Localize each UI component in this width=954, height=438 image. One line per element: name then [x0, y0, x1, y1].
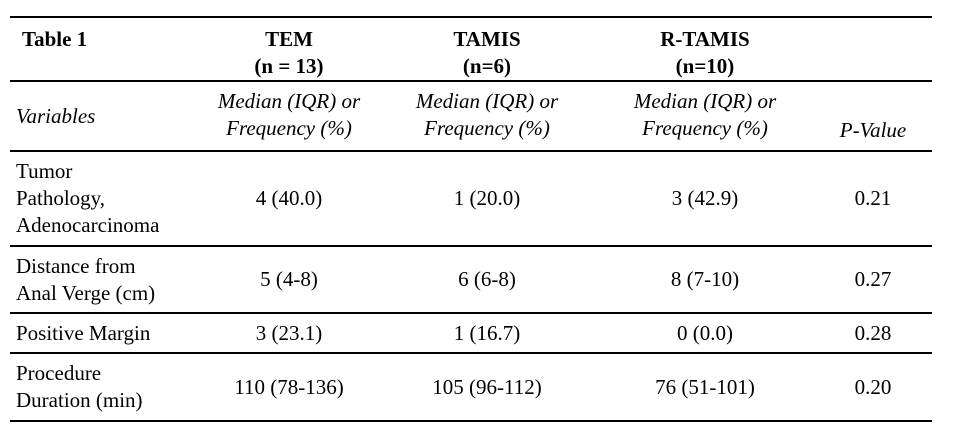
group-name: R-TAMIS — [660, 27, 750, 51]
group-n: (n=6) — [462, 54, 512, 78]
tem-cell: 4 (40.0) — [255, 186, 323, 210]
variable-cell: Distance from Anal Verge (cm) — [16, 253, 156, 305]
variable-cell: Positive Margin — [16, 320, 151, 345]
pvalue-cell: 0.21 — [854, 186, 892, 210]
data-table: Table 1 TEM (n = 13) TAMIS (n=6) R-TAMIS… — [10, 16, 932, 422]
table-row: Distance from Anal Verge (cm) 5 (4-8) 6 … — [10, 247, 932, 314]
variable-cell: Tumor Pathology, Adenocarcinoma — [16, 159, 160, 237]
column-header-rtamis: R-TAMIS (n=10) — [596, 18, 814, 80]
table-title: Table 1 — [22, 27, 88, 51]
group-name: TAMIS — [453, 27, 521, 51]
tamis-cell: 1 (16.7) — [453, 320, 521, 345]
variable-cell: Procedure Duration (min) — [16, 361, 143, 412]
subheader-row: Variables Median (IQR) or Frequency (%) … — [10, 82, 932, 152]
tem-cell: 110 (78-136) — [234, 374, 344, 399]
group-n: (n=10) — [675, 54, 735, 78]
group-n: (n = 13) — [254, 54, 324, 78]
table-row: Tumor Pathology, Adenocarcinoma 4 (40.0)… — [10, 152, 932, 247]
pvalue-cell: 0.20 — [854, 374, 892, 399]
tamis-cell: 105 (96-112) — [432, 374, 542, 399]
tamis-cell: 6 (6-8) — [458, 267, 516, 291]
tem-cell: 3 (23.1) — [255, 320, 323, 345]
rtamis-cell: 0 (0.0) — [677, 320, 733, 345]
rtamis-cell: 3 (42.9) — [671, 186, 739, 210]
stat-header-tem: Median (IQR) or Frequency (%) — [217, 89, 361, 140]
column-header-tamis: TAMIS (n=6) — [378, 18, 596, 80]
table-row: Positive Margin 3 (23.1) 1 (16.7) 0 (0.0… — [10, 314, 932, 354]
table-row: Procedure Duration (min) 110 (78-136) 10… — [10, 354, 932, 422]
pvalue-cell: 0.27 — [854, 267, 892, 291]
header-row: Table 1 TEM (n = 13) TAMIS (n=6) R-TAMIS… — [10, 16, 932, 82]
rtamis-cell: 76 (51-101) — [655, 374, 755, 399]
stat-header-rtamis: Median (IQR) or Frequency (%) — [633, 89, 777, 140]
stat-header-tamis: Median (IQR) or Frequency (%) — [415, 89, 559, 140]
pvalue-cell: 0.28 — [854, 320, 892, 345]
rtamis-cell: 8 (7-10) — [670, 267, 740, 291]
tamis-cell: 1 (20.0) — [453, 186, 521, 210]
group-name: TEM — [265, 27, 313, 51]
tem-cell: 5 (4-8) — [260, 267, 318, 291]
variables-header: Variables — [16, 103, 96, 128]
pvalue-header: P-Value — [839, 118, 907, 142]
column-header-tem: TEM (n = 13) — [200, 18, 378, 80]
